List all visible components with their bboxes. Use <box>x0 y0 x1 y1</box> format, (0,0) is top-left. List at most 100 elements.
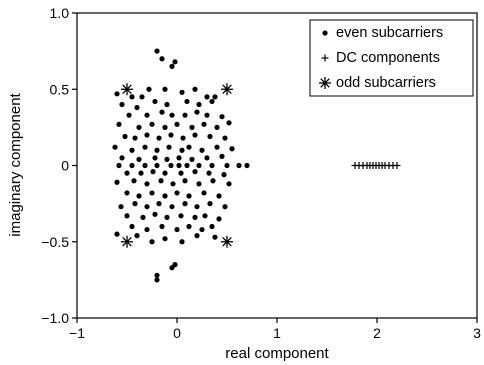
even-subcarrier-point <box>214 124 220 130</box>
even-subcarrier-point <box>139 94 145 100</box>
even-subcarrier-point <box>144 132 150 138</box>
even-subcarrier-point <box>192 214 198 220</box>
legend-label-even: even subcarriers <box>336 25 443 41</box>
even-subcarrier-point <box>219 153 225 159</box>
even-subcarrier-point <box>136 124 142 130</box>
even-subcarrier-point <box>204 112 210 118</box>
even-subcarrier-point <box>152 155 158 161</box>
even-subcarrier-point <box>168 132 174 138</box>
even-subcarrier-point <box>244 162 250 169</box>
even-subcarrier-point <box>162 170 168 176</box>
even-subcarrier-point <box>114 91 120 97</box>
even-subcarrier-point <box>201 121 207 127</box>
even-subcarrier-point <box>149 121 155 127</box>
legend: even subcarriers DC components odd subca… <box>309 19 474 97</box>
even-subcarrier-point <box>204 155 210 161</box>
even-subcarrier-point <box>219 114 225 120</box>
even-subcarrier-point <box>136 156 142 162</box>
even-subcarrier-point <box>174 121 180 127</box>
even-subcarrier-point <box>178 213 184 219</box>
even-subcarrier-point <box>134 104 140 111</box>
even-subcarrier-point <box>129 162 135 169</box>
even-subcarrier-point <box>132 201 138 207</box>
even-subcarrier-point <box>210 178 216 184</box>
even-subcarrier-point <box>122 133 128 140</box>
legend-marker-plus <box>321 54 329 62</box>
even-subcarrier-point <box>144 204 150 210</box>
odd-subcarrier-point <box>121 235 133 248</box>
even-subcarrier-point <box>184 162 190 169</box>
odd-subcarrier-point <box>221 235 233 248</box>
even-subcarrier-point <box>154 272 160 278</box>
even-subcarrier-point <box>168 162 174 169</box>
even-subcarrier-point <box>179 239 185 245</box>
legend-markers <box>319 30 331 89</box>
even-subcarrier-point <box>124 213 130 219</box>
y-tick-label: −1.0 <box>41 310 69 326</box>
even-subcarrier-point <box>178 170 184 176</box>
even-subcarrier-point <box>204 94 210 100</box>
even-subcarrier-point <box>134 233 140 239</box>
even-subcarrier-point <box>129 147 135 153</box>
even-subcarrier-point <box>114 231 120 237</box>
even-subcarrier-point <box>207 201 213 207</box>
even-subcarrier-point <box>199 226 205 233</box>
even-subcarrier-point <box>189 156 195 162</box>
even-subcarrier-point <box>186 144 192 150</box>
even-subcarrier-point <box>150 169 156 175</box>
even-subcarrier-point <box>201 190 207 196</box>
even-subcarrier-point <box>118 204 124 210</box>
even-subcarrier-point <box>140 214 146 220</box>
even-subcarrier-point <box>114 179 120 185</box>
even-subcarrier-point <box>186 193 192 199</box>
even-subcarrier-point <box>194 204 200 210</box>
even-subcarrier-point <box>166 144 172 150</box>
y-tick-label: 1.0 <box>50 5 70 21</box>
even-subcarrier-point <box>162 86 168 92</box>
even-subcarrier-point <box>169 204 175 210</box>
even-subcarrier-point <box>129 223 135 230</box>
even-subcarrier-point <box>152 211 158 217</box>
x-tick-label: 0 <box>173 325 181 341</box>
even-subcarrier-point <box>207 133 213 140</box>
even-subcarrier-point <box>222 204 228 210</box>
even-subcarrier-point <box>116 121 122 127</box>
x-axis-label: real component <box>225 345 329 362</box>
even-subcarrier-point <box>124 170 130 176</box>
even-subcarrier-point <box>176 155 182 161</box>
even-subcarrier-point <box>116 162 122 169</box>
even-subcarrier-point <box>192 169 198 175</box>
even-subcarrier-point <box>214 144 220 150</box>
even-subcarrier-point <box>202 213 208 219</box>
even-subcarrier-point <box>164 101 170 108</box>
legend-label-dc: DC components <box>336 50 440 66</box>
even-subcarrier-point <box>194 109 200 115</box>
even-subcarrier-point <box>209 162 215 169</box>
even-subcarrier-point <box>194 233 200 239</box>
x-tick-label: 3 <box>473 325 481 341</box>
even-subcarrier-point <box>142 162 148 169</box>
even-subcarrier-point <box>209 98 215 105</box>
even-subcarrier-point <box>184 98 190 105</box>
even-subcarrier-point <box>144 226 150 233</box>
even-subcarrier-point <box>164 156 170 162</box>
even-subcarrier-point <box>180 135 186 141</box>
even-subcarrier-point <box>172 59 178 65</box>
even-subcarrier-point <box>226 181 232 187</box>
even-subcarrier-point <box>112 144 118 150</box>
even-subcarrier-point <box>144 181 150 187</box>
even-subcarrier-point <box>154 277 160 283</box>
even-subcarrier-point <box>170 181 176 187</box>
legend-marker-dot <box>322 30 328 36</box>
even-subcarrier-point <box>186 223 192 230</box>
y-axis-label: imaginary component <box>7 92 24 236</box>
even-subcarrier-point <box>159 109 165 115</box>
even-subcarrier-point <box>119 101 125 108</box>
data-points <box>112 48 401 283</box>
even-subcarrier-point <box>162 236 168 242</box>
even-subcarrier-point <box>152 98 158 105</box>
even-subcarrier-point <box>226 120 232 126</box>
y-tick-label: 0.5 <box>50 81 70 97</box>
even-subcarrier-point <box>196 181 202 187</box>
